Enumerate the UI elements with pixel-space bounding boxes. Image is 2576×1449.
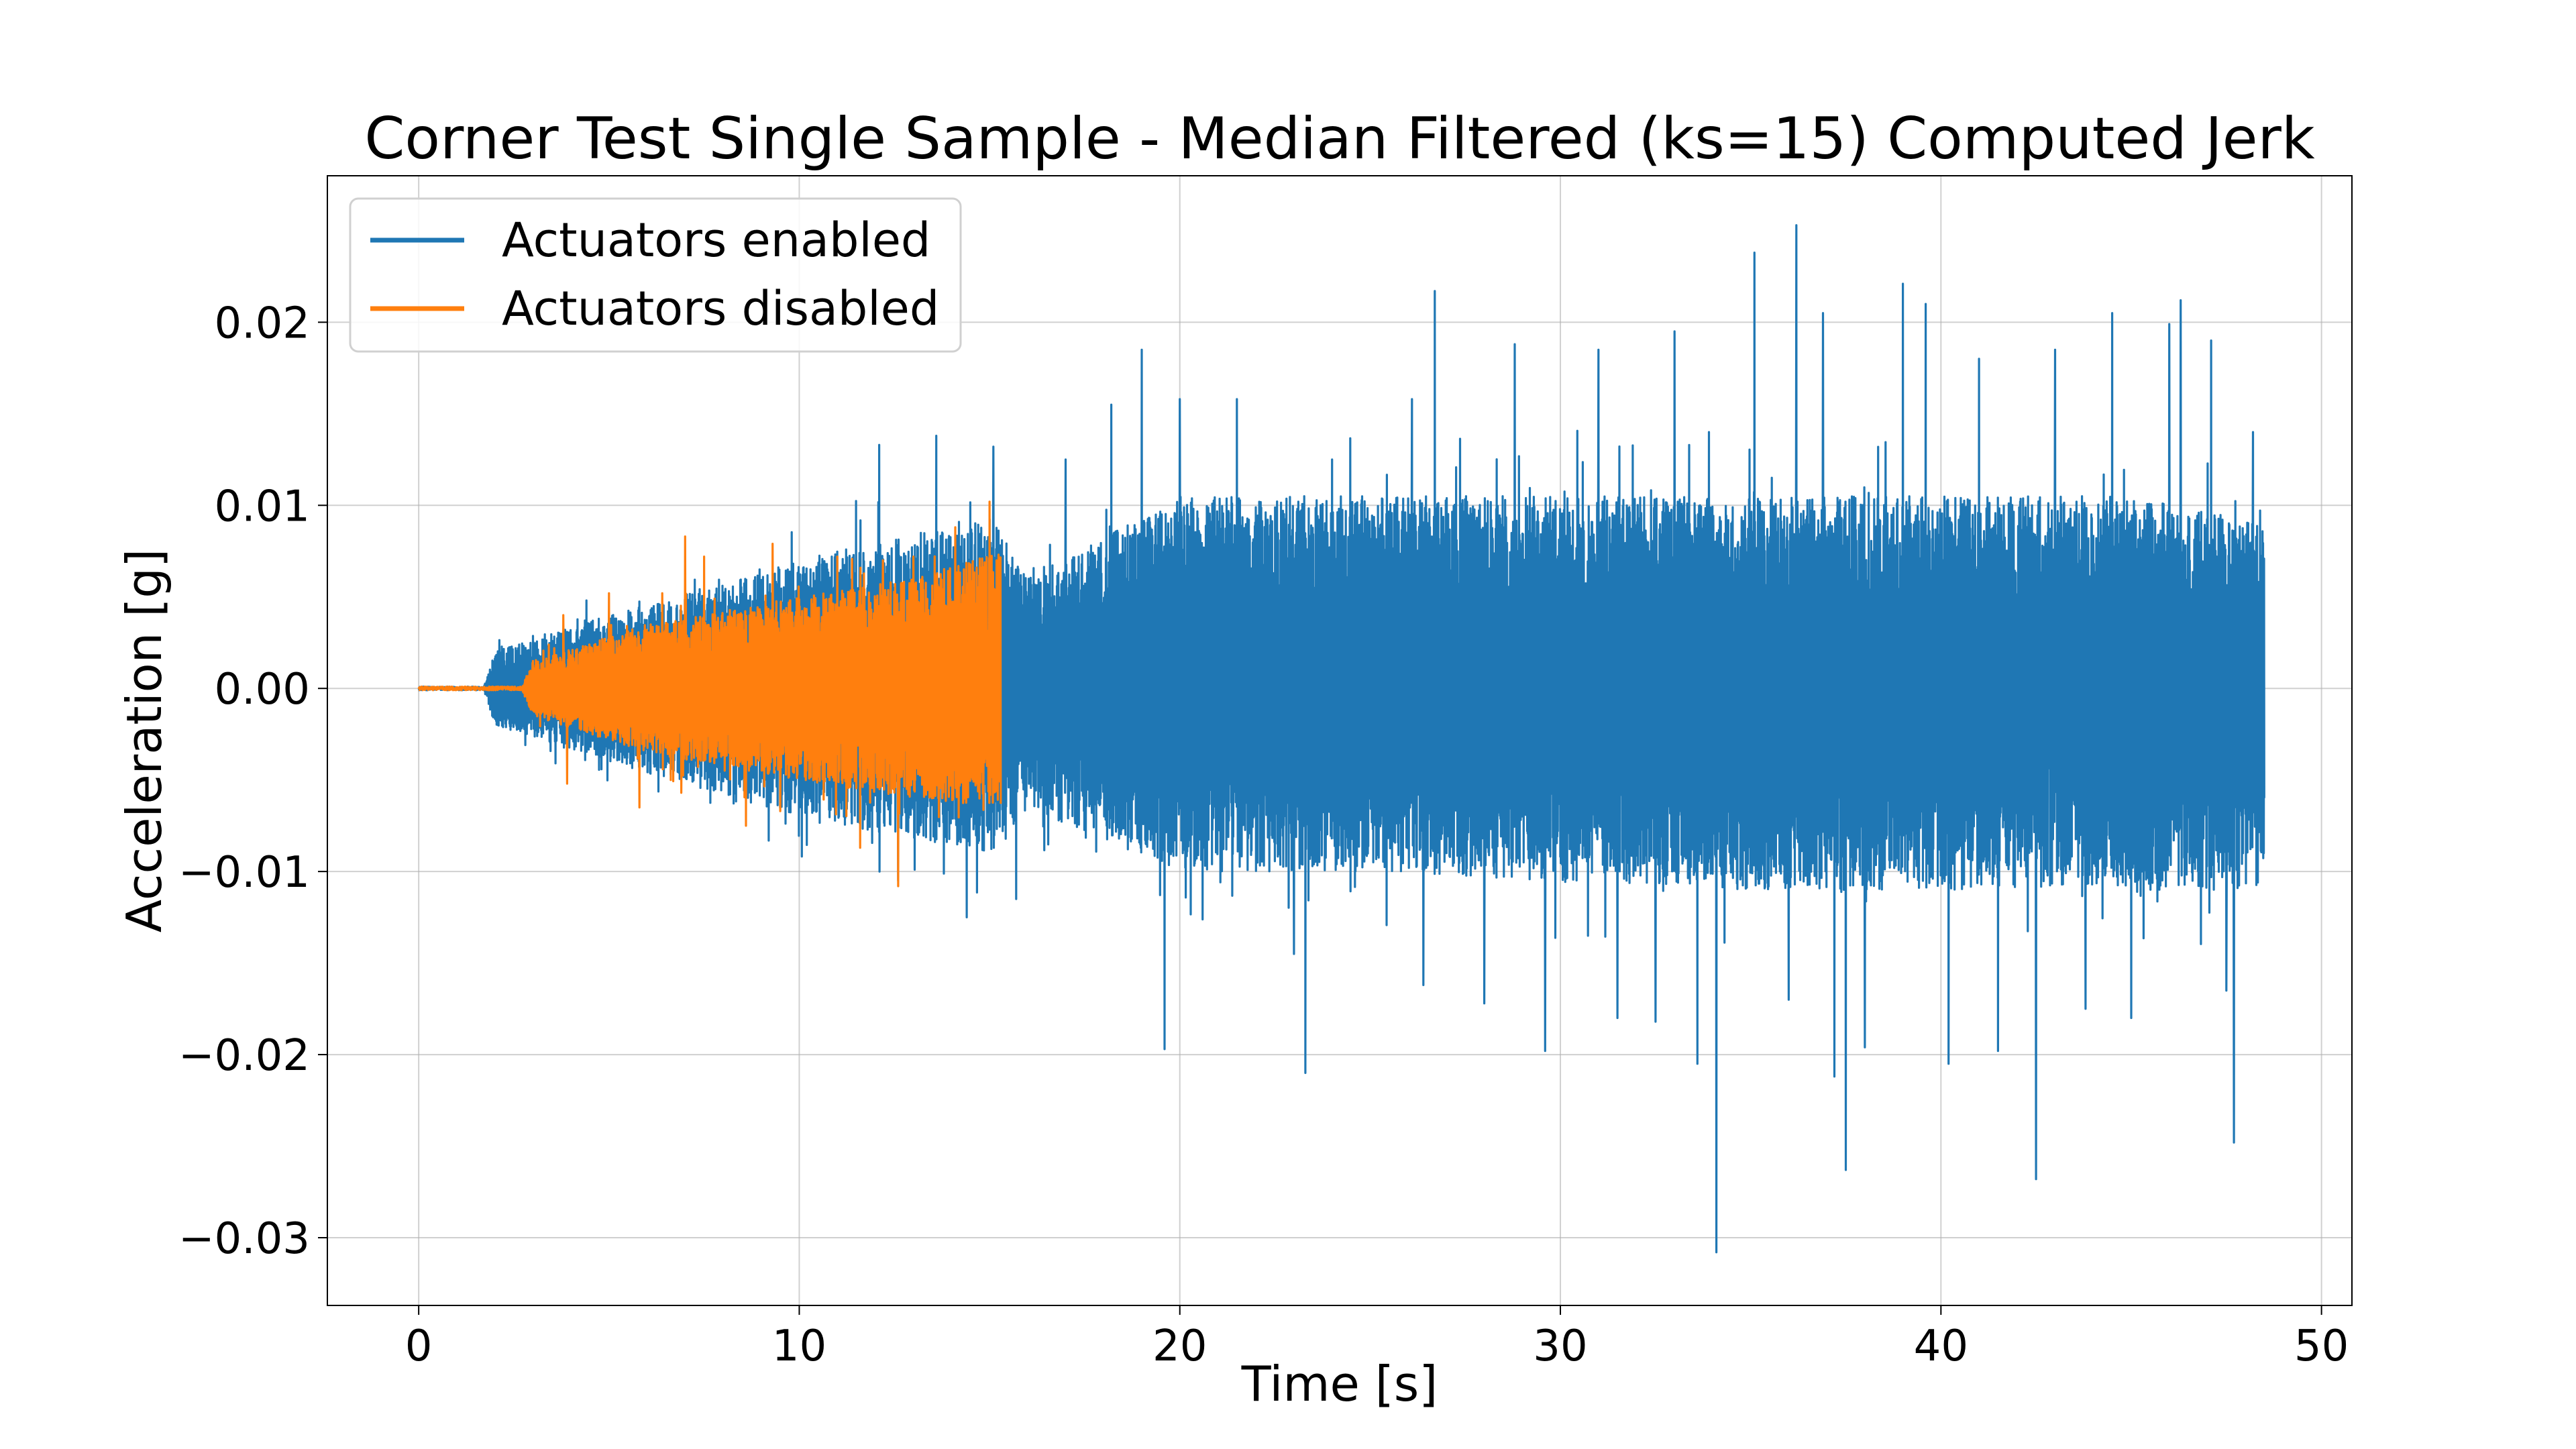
series-line-actuators-disabled	[417, 500, 1002, 888]
x-tick-label: 0	[405, 1322, 433, 1371]
legend-box	[349, 197, 962, 353]
y-tick-label: 0.02	[215, 299, 311, 348]
series-layer	[417, 224, 2265, 1254]
x-axis-label: Time [s]	[1241, 1356, 1438, 1412]
axes-frame	[327, 175, 2353, 1306]
y-axis-label: Acceleration [g]	[116, 549, 172, 932]
legend-label-disabled: Actuators disabled	[502, 281, 939, 336]
legend: Actuators enabled Actuators disabled	[349, 197, 962, 353]
y-tick-label: 0.00	[215, 665, 311, 714]
chart-title: Corner Test Single Sample - Median Filte…	[364, 105, 2315, 172]
x-tick-label: 50	[2294, 1322, 2349, 1371]
y-tick-label: −0.01	[178, 848, 310, 898]
x-tick-label: 20	[1152, 1322, 1207, 1371]
x-tick-label: 40	[1914, 1322, 1968, 1371]
x-axis: 0 10 20 30 40 50	[405, 1305, 2349, 1371]
x-tick-label: 30	[1533, 1322, 1587, 1371]
y-tick-label: 0.01	[215, 482, 311, 531]
legend-label-enabled: Actuators enabled	[502, 213, 930, 268]
plot-area	[417, 224, 2265, 1254]
y-axis: 0.02 0.01 0.00 −0.01 −0.02 −0.03	[178, 299, 327, 1264]
x-tick-label: 10	[772, 1322, 826, 1371]
y-tick-label: −0.02	[178, 1031, 310, 1081]
y-tick-label: −0.03	[178, 1214, 310, 1264]
